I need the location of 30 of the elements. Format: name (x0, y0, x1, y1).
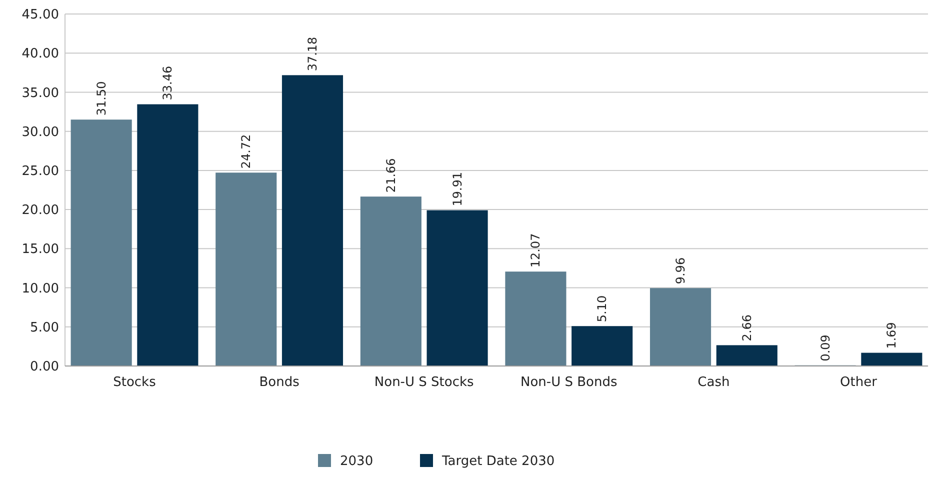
x-tick-label: Stocks (113, 375, 156, 390)
legend-label: 2030 (340, 454, 374, 469)
data-label: 5.10 (595, 295, 610, 322)
y-tick-label: 15.00 (22, 242, 59, 258)
y-tick-label: 40.00 (22, 46, 59, 62)
x-tick-label: Non-U S Bonds (520, 375, 618, 390)
y-tick-label: 5.00 (30, 320, 59, 336)
data-label: 2.66 (740, 314, 754, 342)
data-label: 9.96 (674, 257, 688, 284)
data-label: 21.66 (384, 158, 398, 193)
y-tick-label: 0.00 (30, 360, 59, 375)
legend-label: Target Date 2030 (441, 454, 555, 469)
y-tick-label: 25.00 (22, 164, 59, 179)
data-label: 0.09 (818, 334, 832, 362)
data-label: 12.07 (528, 233, 543, 268)
y-tick-label: 10.00 (22, 281, 59, 296)
y-tick-label: 20.00 (22, 203, 59, 218)
data-label: 33.46 (160, 66, 175, 100)
x-tick-label: Other (840, 375, 878, 390)
y-tick-label: 45.00 (22, 8, 59, 23)
x-tick-label: Cash (698, 375, 730, 390)
data-label: 31.50 (94, 81, 108, 116)
data-label: 24.72 (239, 134, 254, 169)
x-tick-label: Bonds (259, 375, 300, 390)
x-tick-label: Non-U S Stocks (374, 375, 474, 390)
data-label: 37.18 (305, 36, 320, 72)
y-tick-label: 35.00 (22, 86, 59, 101)
data-label: 1.69 (884, 322, 899, 349)
y-tick-label: 30.00 (22, 124, 59, 140)
data-label: 19.91 (450, 172, 464, 206)
